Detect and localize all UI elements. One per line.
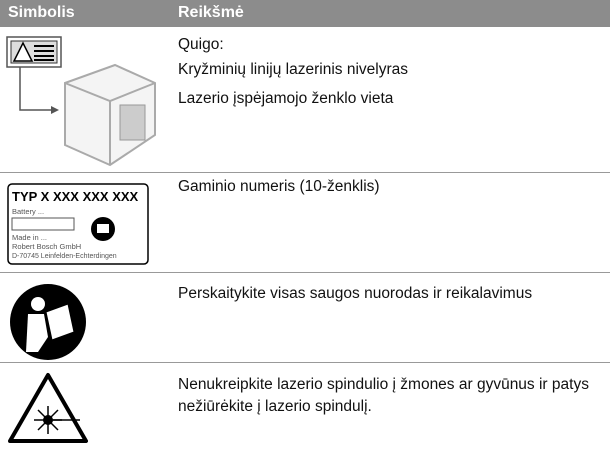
type-number: TYP X XXX XXX XXX (12, 189, 139, 204)
label-text: Made in ... (12, 233, 47, 242)
meaning-line: Gaminio numeris (10-ženklis) (178, 178, 380, 195)
header-cell: Simbolis (8, 4, 75, 21)
row-separator (0, 362, 610, 363)
meaning-line: Perskaitykite visas saugos nuorodas ir r… (178, 285, 533, 302)
laser-device-icon (6, 36, 156, 167)
meaning-line: Quigo: (178, 36, 224, 53)
label-text: D-70745 Leinfelden-Echterdingen (12, 253, 117, 260)
read-manual-icon (10, 284, 86, 360)
label-text: Battery ... (12, 207, 44, 216)
meaning-line: Kryžminių linijų lazerinis nivelyras (178, 61, 408, 78)
meaning-text: Nenukreipkite lazerio spindulio į žmones… (178, 376, 589, 415)
row-separator (0, 172, 610, 173)
label-text: Robert Bosch GmbH (12, 242, 81, 251)
table-header: Simbolis Reikšmė (0, 0, 610, 27)
laser-warning-icon (8, 373, 88, 443)
header-cell: Reikšmė (178, 4, 244, 21)
meaning-line: Lazerio įspėjamojo ženklo vieta (178, 90, 394, 107)
type-label: TYP X XXX XXX XXX Battery ... Made in ..… (7, 183, 149, 265)
row-separator (0, 272, 610, 273)
